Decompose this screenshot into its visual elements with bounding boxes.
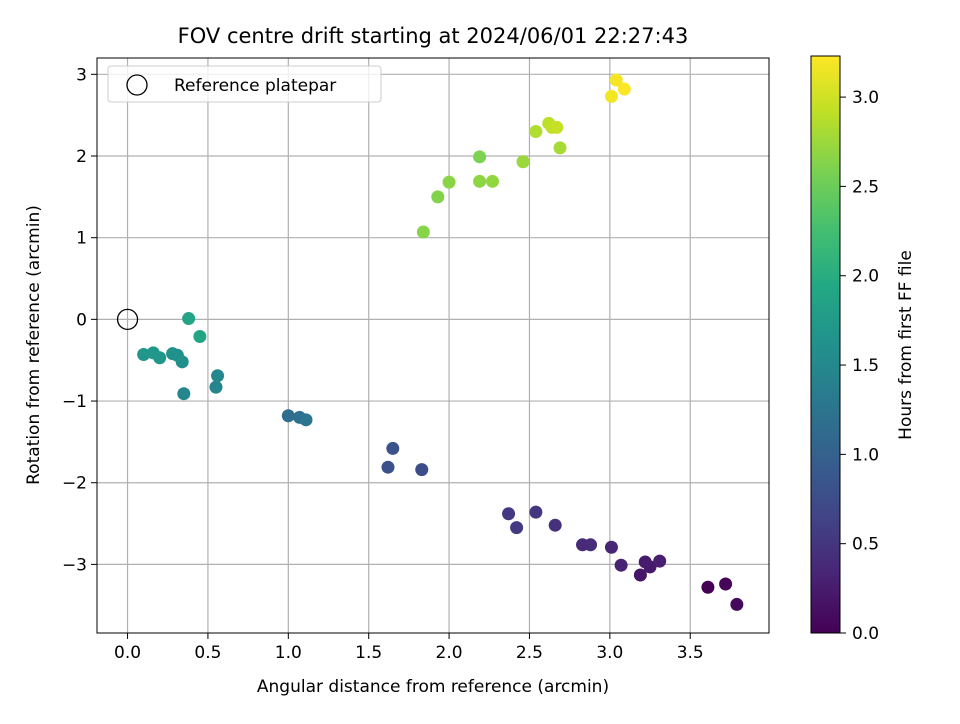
y-tick-label: 2 — [76, 147, 87, 167]
legend-box — [107, 65, 382, 103]
x-tick-label: 1.0 — [275, 643, 302, 663]
data-point — [584, 538, 598, 552]
y-tick-label: 3 — [76, 65, 87, 85]
data-point — [638, 555, 652, 569]
data-point — [281, 409, 295, 423]
colorbar: 0.0 0.5 1.0 1.5 2.0 2.5 3.0 Hours from first F… — [810, 55, 916, 644]
data-point — [701, 580, 715, 594]
colorbar-tick-label: 3.0 — [852, 88, 879, 108]
data-point — [730, 597, 744, 611]
colorbar-label: Hours from first FF file — [896, 250, 916, 440]
data-point — [211, 369, 225, 383]
colorbar-tick-label: 1.5 — [852, 356, 879, 376]
colorbar-gradient — [810, 55, 841, 634]
data-point — [473, 150, 487, 164]
x-axis-ticks: 0.0 0.5 1.0 1.5 2.0 2.5 3.0 3.5 — [114, 633, 704, 663]
data-point — [617, 82, 631, 96]
y-tick-label: −1 — [62, 392, 87, 412]
data-point — [604, 89, 618, 103]
legend: Reference platepar — [107, 65, 382, 103]
data-point — [473, 174, 487, 188]
y-tick-label: −2 — [62, 474, 87, 494]
x-tick-label: 1.5 — [355, 643, 382, 663]
reference-platepar-marker — [116, 308, 139, 331]
x-axis-label: Angular distance from reference (arcmin) — [257, 677, 609, 697]
data-point — [415, 463, 429, 477]
data-point — [553, 141, 567, 155]
y-axis-label: Rotation from reference (arcmin) — [24, 205, 44, 485]
x-tick-label: 2.0 — [436, 643, 463, 663]
data-point — [510, 521, 524, 535]
data-point — [137, 347, 151, 361]
data-point — [550, 120, 564, 134]
colorbar-tick-label: 2.0 — [852, 267, 879, 287]
data-point — [416, 225, 430, 239]
data-point — [170, 348, 184, 362]
x-tick-label: 2.5 — [516, 643, 543, 663]
data-points — [116, 73, 744, 611]
legend-marker-reference — [126, 74, 148, 96]
data-point — [299, 413, 313, 427]
x-tick-label: 3.0 — [596, 643, 623, 663]
data-point — [529, 505, 543, 519]
data-point — [548, 518, 562, 532]
data-point — [386, 441, 400, 455]
colorbar-tick-label: 0.0 — [852, 624, 879, 644]
data-point — [146, 346, 160, 360]
data-point — [431, 190, 445, 204]
plot-area-frame — [96, 57, 770, 634]
data-point — [604, 540, 618, 554]
data-point — [182, 312, 196, 326]
data-point — [485, 174, 499, 188]
y-tick-label: 1 — [76, 229, 87, 249]
data-point — [442, 175, 456, 189]
colorbar-tick-label: 0.5 — [852, 535, 879, 555]
data-point — [719, 577, 733, 591]
data-point — [209, 380, 223, 394]
data-point — [633, 568, 647, 582]
data-point — [381, 460, 395, 474]
x-tick-label: 3.5 — [677, 643, 704, 663]
y-tick-label: −3 — [62, 555, 87, 575]
legend-entry-reference: Reference platepar — [174, 76, 336, 96]
y-tick-label: 0 — [76, 310, 87, 330]
data-point — [193, 330, 207, 344]
x-tick-label: 0.0 — [114, 643, 141, 663]
data-point — [529, 125, 543, 139]
y-axis-ticks: −3 −2 −1 0 1 2 3 — [62, 65, 97, 575]
colorbar-tick-label: 1.0 — [852, 445, 879, 465]
data-point — [177, 387, 191, 401]
colorbar-tick-label: 2.5 — [852, 177, 879, 197]
chart-title: FOV centre drift starting at 2024/06/01 … — [178, 24, 689, 48]
colorbar-ticks: 0.0 0.5 1.0 1.5 2.0 2.5 3.0 — [840, 88, 879, 644]
data-point — [502, 507, 516, 521]
data-point — [516, 155, 530, 169]
data-point — [609, 73, 623, 87]
data-point — [653, 554, 667, 568]
x-tick-label: 0.5 — [194, 643, 221, 663]
grid-lines — [97, 58, 769, 633]
data-point — [614, 558, 628, 572]
